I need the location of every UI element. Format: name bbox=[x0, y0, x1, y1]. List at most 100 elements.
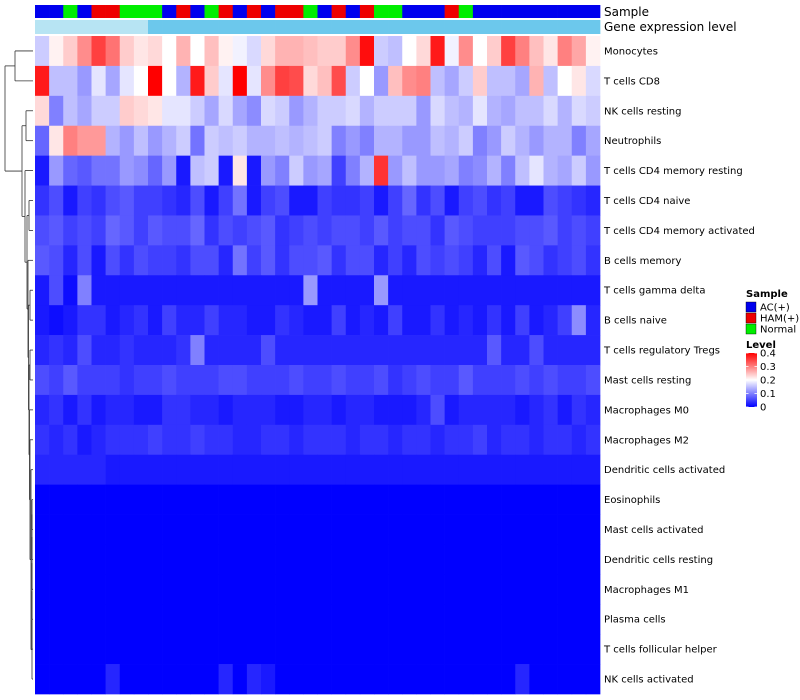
heatmap-cell bbox=[303, 155, 318, 186]
heatmap-cell bbox=[331, 664, 347, 695]
heatmap-cell bbox=[289, 574, 304, 605]
heatmap-cell bbox=[359, 245, 375, 276]
heatmap-cell bbox=[162, 454, 177, 485]
heatmap-cell bbox=[176, 454, 191, 485]
heatmap-cell bbox=[105, 125, 121, 156]
heatmap-cell bbox=[176, 215, 191, 246]
heatmap-cell bbox=[416, 95, 431, 127]
heatmap-cell bbox=[49, 215, 64, 246]
heatmap-cell bbox=[345, 185, 361, 216]
heatmap-cell bbox=[543, 215, 558, 246]
heatmap-cell bbox=[458, 185, 474, 216]
legend-tick-label: 0.4 bbox=[760, 349, 776, 360]
heatmap-cell bbox=[35, 36, 50, 67]
heatmap-cell bbox=[317, 305, 332, 336]
heatmap-cell bbox=[543, 544, 558, 575]
heatmap-cell bbox=[303, 634, 318, 665]
heatmap-cell bbox=[487, 424, 502, 456]
heatmap-cell bbox=[49, 95, 64, 127]
heatmap-cell bbox=[133, 335, 149, 366]
heatmap-cell bbox=[63, 245, 78, 276]
heatmap-cell bbox=[133, 275, 149, 306]
expression-annotation-cell bbox=[515, 20, 530, 34]
heatmap-cell bbox=[77, 484, 92, 515]
heatmap-cell bbox=[232, 574, 248, 605]
heatmap-cell bbox=[388, 125, 403, 156]
heatmap-cell bbox=[148, 544, 163, 575]
sample-track-label: Sample bbox=[604, 5, 649, 19]
heatmap-cell bbox=[176, 544, 191, 575]
heatmap-cell bbox=[458, 155, 474, 186]
heatmap-cell bbox=[49, 604, 64, 635]
heatmap-cell bbox=[232, 484, 248, 515]
heatmap-cell bbox=[529, 634, 544, 665]
heatmap-cell bbox=[261, 185, 276, 216]
heatmap-cell bbox=[359, 424, 375, 456]
heatmap-cell bbox=[359, 155, 375, 186]
heatmap-cell bbox=[472, 394, 488, 426]
heatmap-cell bbox=[63, 95, 78, 127]
heatmap-cell bbox=[444, 275, 460, 306]
expression-annotation-cell bbox=[331, 20, 347, 34]
heatmap-cell bbox=[246, 245, 262, 276]
expression-annotation-cell bbox=[119, 20, 135, 34]
heatmap-cell bbox=[148, 185, 163, 216]
heatmap-cell bbox=[148, 664, 163, 695]
heatmap-cell bbox=[515, 365, 530, 396]
row-label: T cells follicular helper bbox=[603, 645, 718, 656]
heatmap-cell bbox=[190, 125, 205, 156]
heatmap-cell bbox=[119, 604, 135, 635]
heatmap-cell bbox=[289, 125, 304, 156]
heatmap-cell bbox=[430, 185, 445, 216]
heatmap-cell bbox=[472, 544, 488, 575]
sample-annotation-cell bbox=[571, 5, 587, 18]
heatmap-cell bbox=[444, 305, 460, 336]
sample-annotation-cell bbox=[162, 5, 177, 18]
heatmap-cell bbox=[246, 544, 262, 575]
heatmap-cell bbox=[63, 604, 78, 635]
heatmap-cell bbox=[303, 125, 318, 156]
heatmap-cell bbox=[176, 574, 191, 605]
heatmap-cell bbox=[63, 544, 78, 575]
heatmap-cell bbox=[416, 335, 431, 366]
heatmap-cell bbox=[303, 574, 318, 605]
heatmap-cell bbox=[444, 95, 460, 127]
heatmap-cell bbox=[359, 335, 375, 366]
heatmap-cell bbox=[402, 634, 417, 665]
sample-annotation-cell bbox=[317, 5, 332, 18]
heatmap-cell bbox=[190, 36, 205, 67]
heatmap-cell bbox=[176, 275, 191, 306]
heatmap-cell bbox=[529, 65, 544, 97]
heatmap-cell bbox=[557, 424, 573, 456]
heatmap-cell bbox=[303, 65, 318, 97]
heatmap-cell bbox=[416, 125, 431, 156]
heatmap-cell bbox=[77, 245, 92, 276]
heatmap-cell bbox=[275, 65, 290, 97]
heatmap-cell bbox=[430, 544, 445, 575]
heatmap-cell bbox=[317, 514, 332, 545]
heatmap-cell bbox=[275, 215, 290, 246]
heatmap-cell bbox=[162, 305, 177, 336]
heatmap-cell bbox=[261, 215, 276, 246]
heatmap-cell bbox=[529, 365, 544, 396]
row-label: Mast cells activated bbox=[604, 525, 703, 536]
heatmap-cell bbox=[63, 215, 78, 246]
heatmap-cell bbox=[246, 574, 262, 605]
legend-group-label: Normal bbox=[760, 325, 796, 336]
heatmap-cell bbox=[458, 365, 474, 396]
expression-annotation-cell bbox=[303, 20, 318, 34]
heatmap-cell bbox=[472, 514, 488, 545]
heatmap-cell bbox=[49, 484, 64, 515]
heatmap-cell bbox=[345, 335, 361, 366]
heatmap-cell bbox=[148, 95, 163, 127]
heatmap-cell bbox=[515, 484, 530, 515]
heatmap-cell bbox=[91, 484, 106, 515]
heatmap-cell bbox=[487, 215, 502, 246]
heatmap-cell bbox=[515, 95, 530, 127]
heatmap-cell bbox=[345, 305, 361, 336]
heatmap-cell bbox=[501, 394, 516, 426]
heatmap-cell bbox=[416, 36, 431, 67]
heatmap-cell bbox=[529, 305, 544, 336]
heatmap-cell bbox=[133, 484, 149, 515]
expression-annotation-cell bbox=[105, 20, 121, 34]
